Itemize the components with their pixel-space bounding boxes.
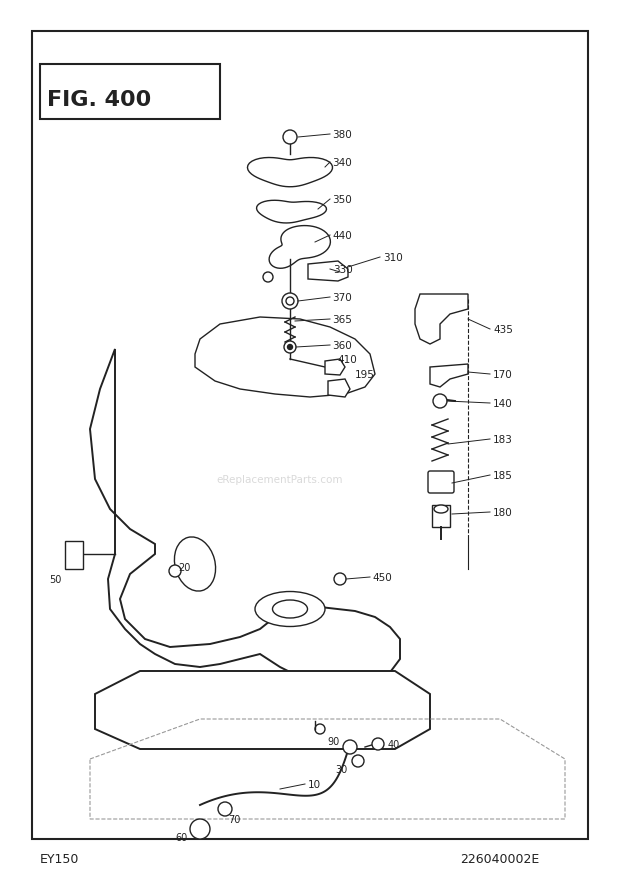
Bar <box>65 541 83 569</box>
Circle shape <box>372 738 384 750</box>
Text: 370: 370 <box>332 293 352 303</box>
Text: 30: 30 <box>336 764 348 774</box>
Text: eReplacementParts.com: eReplacementParts.com <box>217 474 343 484</box>
Text: 330: 330 <box>333 265 353 275</box>
Polygon shape <box>328 380 350 397</box>
Text: 365: 365 <box>332 315 352 324</box>
Text: 70: 70 <box>228 814 241 824</box>
Text: FIG. 400: FIG. 400 <box>47 90 151 110</box>
Circle shape <box>315 724 325 734</box>
Bar <box>40 65 220 120</box>
Text: 340: 340 <box>332 158 352 168</box>
Circle shape <box>286 297 294 306</box>
Ellipse shape <box>434 505 448 513</box>
Text: 310: 310 <box>383 253 403 263</box>
Polygon shape <box>257 201 327 224</box>
Text: 195: 195 <box>355 369 375 380</box>
Circle shape <box>284 342 296 353</box>
Text: 180: 180 <box>493 508 513 517</box>
Text: 350: 350 <box>332 195 352 204</box>
Text: 380: 380 <box>332 130 352 139</box>
Ellipse shape <box>273 601 308 618</box>
Text: 20: 20 <box>178 562 190 573</box>
Polygon shape <box>325 360 345 375</box>
Polygon shape <box>247 159 332 188</box>
Text: 360: 360 <box>332 340 352 351</box>
Text: 170: 170 <box>493 369 513 380</box>
Circle shape <box>282 294 298 310</box>
Circle shape <box>343 740 357 754</box>
Text: 50: 50 <box>50 574 62 584</box>
Ellipse shape <box>174 538 216 591</box>
Bar <box>432 505 450 527</box>
Text: 90: 90 <box>328 736 340 746</box>
Text: 140: 140 <box>493 398 513 409</box>
FancyBboxPatch shape <box>428 472 454 494</box>
Polygon shape <box>308 261 348 282</box>
Text: 226040002E: 226040002E <box>460 852 539 866</box>
Text: EY150: EY150 <box>40 852 79 866</box>
Polygon shape <box>195 317 375 397</box>
Text: 450: 450 <box>372 573 392 582</box>
Text: 435: 435 <box>493 324 513 335</box>
Circle shape <box>263 273 273 282</box>
Polygon shape <box>415 295 468 345</box>
Bar <box>32 32 588 839</box>
Text: 10: 10 <box>308 779 321 789</box>
Ellipse shape <box>255 592 325 627</box>
Circle shape <box>283 131 297 145</box>
Circle shape <box>218 802 232 816</box>
Text: 60: 60 <box>175 832 188 842</box>
Circle shape <box>433 395 447 409</box>
Circle shape <box>169 566 181 577</box>
Polygon shape <box>90 350 400 688</box>
Circle shape <box>190 819 210 839</box>
Polygon shape <box>430 365 468 388</box>
Polygon shape <box>269 226 330 269</box>
Circle shape <box>352 755 364 767</box>
Circle shape <box>334 574 346 585</box>
Text: 183: 183 <box>493 434 513 445</box>
Circle shape <box>288 346 293 350</box>
Text: 185: 185 <box>493 470 513 481</box>
Polygon shape <box>95 671 430 749</box>
Text: 40: 40 <box>388 739 401 749</box>
Text: 410: 410 <box>337 354 356 365</box>
Text: 440: 440 <box>332 231 352 240</box>
